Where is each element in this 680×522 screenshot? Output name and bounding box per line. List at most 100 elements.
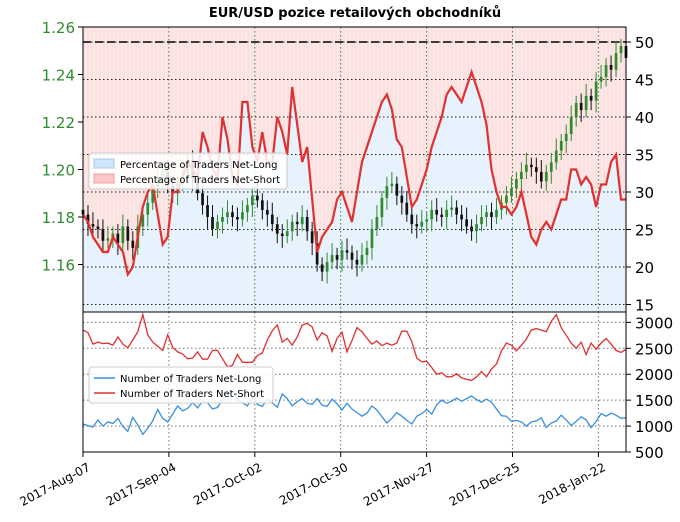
candle-body [101, 228, 105, 241]
candle-body [295, 221, 299, 225]
candle-body [310, 231, 314, 244]
candle-body [270, 214, 274, 225]
legend-label: Percentage of Traders Net-Long [120, 160, 278, 171]
candle-body [549, 162, 553, 172]
candle-body [106, 238, 110, 241]
candle-body [96, 226, 100, 229]
candle-body [290, 221, 294, 232]
legend-label: Number of Traders Net-Short [120, 389, 264, 400]
candle-body [151, 188, 155, 203]
candle-body [370, 228, 374, 248]
candle-body [480, 217, 483, 225]
bottom-right-axis-tick-label: 500 [635, 444, 664, 462]
candle-body [515, 179, 518, 189]
candle-body [410, 214, 414, 225]
candle-body [390, 183, 394, 187]
bottom-right-axis-tick-label: 1000 [635, 418, 673, 436]
candle-body [275, 224, 279, 234]
candle-body [604, 65, 608, 77]
candle-body [325, 262, 329, 272]
legend: Percentage of Traders Net-Long Percentage… [88, 152, 288, 190]
candle-body [91, 224, 95, 227]
candle-body [475, 224, 478, 232]
x-axis-tick-label: 2017-Sep-04 [104, 460, 179, 509]
left-axis-tick-label: 1.16 [42, 257, 75, 275]
bottom-panel-frame [82, 311, 627, 453]
candle-body [619, 46, 623, 54]
right-axis-tick-label: 50 [635, 34, 654, 52]
candle-body [544, 171, 548, 182]
candle-body [360, 255, 364, 265]
candle-body [460, 214, 463, 220]
candle-body [400, 195, 404, 203]
candle-body [335, 255, 339, 260]
candle-body [425, 219, 429, 222]
right-axis-tick-label: 45 [635, 72, 654, 90]
x-axis-tick-label: 2018-Jan-22 [536, 460, 608, 507]
candle-body [445, 209, 449, 217]
candle-body [405, 202, 409, 215]
candle-body [465, 219, 468, 227]
candle-body [320, 264, 324, 272]
legend-label: Number of Traders Net-Long [120, 374, 261, 385]
candle-body [529, 164, 533, 168]
candle-body [226, 212, 229, 217]
candle-body [430, 209, 434, 220]
candle-body [355, 259, 359, 265]
candles [81, 36, 628, 284]
left-axis-tick-label: 1.26 [42, 19, 75, 37]
chart-title: EUR/USD pozice retailových obchodníků [209, 6, 501, 21]
candle-body [584, 95, 588, 111]
candle-body [340, 250, 344, 260]
candle-body [564, 133, 568, 141]
left-axis-tick-label: 1.20 [42, 162, 75, 180]
candle-body [505, 195, 508, 203]
candle-body [146, 202, 150, 215]
candle-body [485, 212, 488, 217]
candle-body [420, 221, 424, 227]
candle-body [365, 247, 369, 255]
right-axis-tick-label: 30 [635, 184, 654, 202]
candle-body [574, 103, 578, 118]
candle-body [569, 117, 573, 134]
candle-body [375, 217, 379, 229]
candle-body [539, 171, 543, 182]
x-axis-tick-label: 2017-Oct-02 [191, 460, 264, 508]
bottom-right-axis-tick-label: 2000 [635, 366, 673, 384]
candle-body [510, 188, 513, 196]
candle-body [116, 233, 120, 244]
candle-body [520, 171, 523, 179]
candle-body [300, 217, 304, 225]
series-line-net-long [82, 389, 627, 436]
candle-body [345, 250, 349, 253]
candle-body [415, 224, 419, 227]
right-axis-tick-label: 15 [635, 297, 654, 315]
bottom-right-axis-tick-label: 2500 [635, 340, 673, 358]
candle-body [256, 195, 259, 201]
bottom-right-axis-tick-label: 1500 [635, 392, 673, 410]
candle-body [211, 217, 214, 229]
candle-body [260, 200, 264, 210]
candle-body [579, 103, 583, 111]
candle-body [599, 76, 603, 82]
candle-body [330, 255, 334, 263]
legend-box [88, 366, 274, 404]
right-axis-tick-label: 25 [635, 222, 654, 240]
candle-body [455, 207, 458, 215]
candle-body [131, 240, 135, 248]
legend-swatch [93, 173, 115, 184]
left-axis-tick-label: 1.18 [42, 209, 75, 227]
candle-body [201, 193, 204, 206]
left-axis-tick-label: 1.22 [42, 114, 75, 132]
candle-body [285, 231, 289, 236]
candle-body [315, 243, 319, 265]
x-axis-tick-label: 2017-Dec-25 [447, 460, 522, 509]
x-axis-tick-label: 2017-Nov-27 [361, 460, 436, 509]
candle-body [121, 226, 125, 244]
candle-body [609, 65, 613, 70]
candle-body [231, 212, 234, 217]
candle-body [490, 212, 493, 217]
right-axis-tick-label: 35 [635, 147, 654, 165]
candle-body [241, 212, 244, 220]
